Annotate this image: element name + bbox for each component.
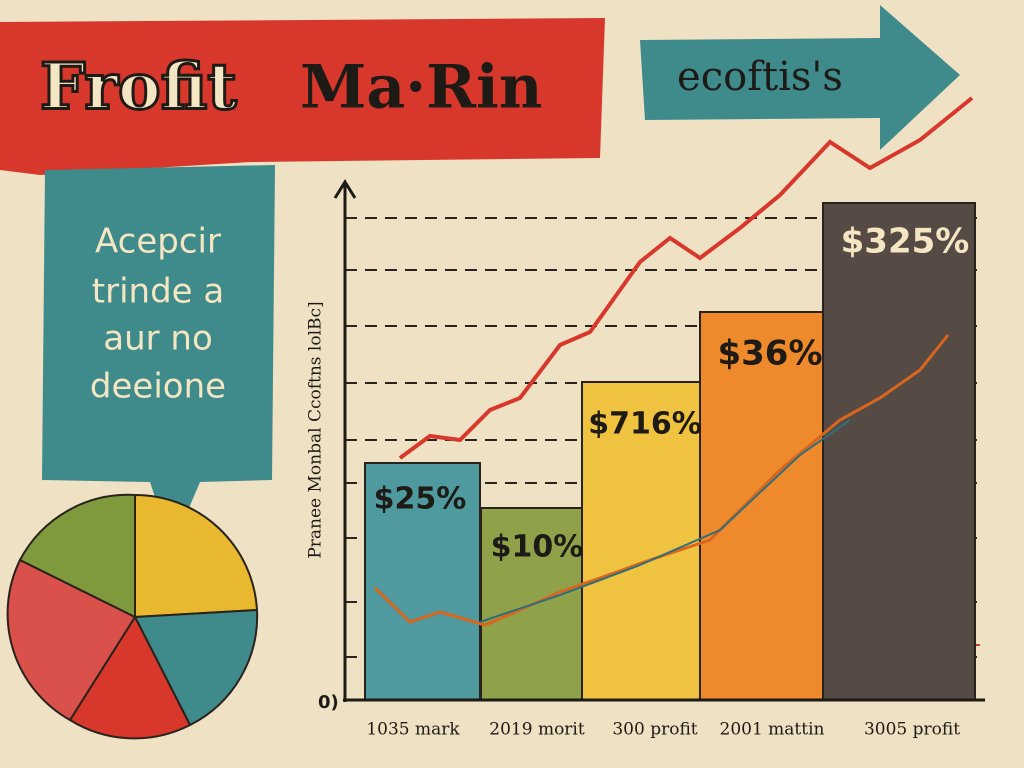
bubble-line: aur no (103, 319, 213, 359)
y-axis-label: Pranee Monbal Ccoftns lolBc] (306, 301, 326, 558)
x-label: 2001 mattin (720, 720, 825, 740)
x-label: 300 profit (612, 720, 697, 740)
bar-label: $325% (841, 222, 970, 262)
trend-line-3 (479, 419, 851, 623)
bubble-line: trinde a (92, 272, 224, 312)
bubble-line: deeione (90, 367, 226, 407)
x-label: 3005 profit (864, 720, 960, 740)
bar (699, 311, 839, 701)
bar (822, 202, 976, 701)
trend-line (398, 96, 974, 460)
trend-line-2 (373, 334, 950, 627)
header-arrow (640, 5, 960, 150)
x-label: 1035 mark (366, 720, 460, 740)
bubble-line: Acepcir (95, 222, 221, 262)
title-part2: Ma·Rin (300, 53, 542, 123)
origin-label: 0) (318, 692, 339, 713)
y-axis-arrow (333, 179, 357, 199)
pie (6, 493, 259, 740)
bar (480, 507, 594, 701)
bar (581, 381, 713, 701)
bar-label: $10% (491, 530, 584, 565)
arrow-text: ecoftis's (677, 54, 843, 100)
title-part1: Frofit (40, 50, 237, 125)
bar-label: $36% (717, 334, 822, 374)
speech-bubble (42, 165, 275, 548)
title-banner (0, 18, 605, 175)
x-label: 2019 morit (489, 720, 585, 740)
bar-label: $25% (374, 482, 467, 517)
bar-label: $716% (588, 407, 702, 442)
